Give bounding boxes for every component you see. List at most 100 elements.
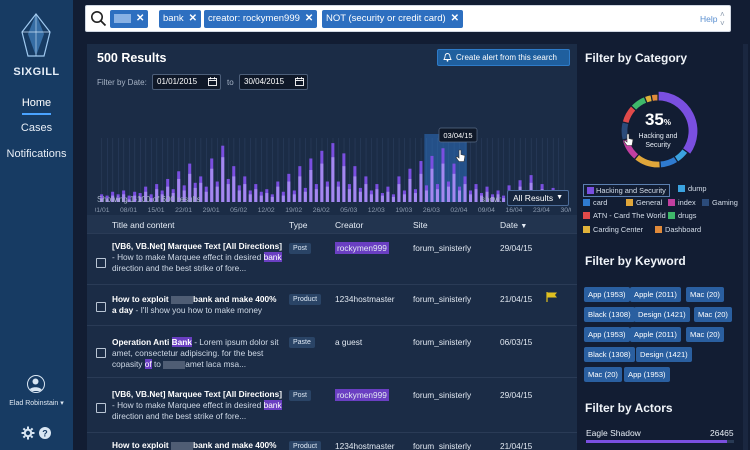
histogram-bar-secondary[interactable] bbox=[254, 189, 258, 202]
chip-remove-icon[interactable]: ✕ bbox=[450, 13, 460, 24]
histogram-bar-secondary[interactable] bbox=[424, 190, 428, 202]
histogram-bar-secondary[interactable] bbox=[391, 196, 395, 202]
date-to-input[interactable]: 30/04/2015 bbox=[239, 74, 308, 90]
calendar-icon[interactable] bbox=[208, 77, 217, 86]
histogram-bar-secondary[interactable] bbox=[452, 173, 456, 202]
row-title[interactable]: Operation Anti bbox=[112, 337, 172, 347]
histogram-bar-secondary[interactable] bbox=[435, 189, 439, 202]
row-content[interactable]: How to exploit bank and make 400% a bbox=[112, 440, 282, 450]
legend-item[interactable]: index bbox=[668, 198, 696, 207]
histogram-bar-secondary[interactable] bbox=[491, 196, 495, 202]
histogram-bar-secondary[interactable] bbox=[193, 187, 197, 202]
help-circle-icon[interactable]: ? bbox=[38, 426, 52, 440]
histogram-bar-secondary[interactable] bbox=[100, 198, 104, 202]
histogram-bar-secondary[interactable] bbox=[364, 184, 368, 202]
legend-item[interactable]: Dashboard bbox=[655, 225, 701, 234]
row-content[interactable]: [VB6, VB.Net] Marquee Text [All Directio… bbox=[112, 241, 282, 274]
actor-name[interactable]: Eagle Shadow bbox=[586, 428, 641, 438]
histogram-bar-secondary[interactable] bbox=[199, 182, 203, 202]
histogram-bar-secondary[interactable] bbox=[397, 184, 401, 202]
row-title[interactable]: How to exploit bbox=[112, 440, 171, 450]
histogram-bar-secondary[interactable] bbox=[298, 176, 302, 202]
keyword-chip[interactable]: Design (1421) bbox=[636, 347, 692, 362]
histogram-bar-secondary[interactable] bbox=[375, 189, 379, 202]
legend-item[interactable]: dump bbox=[678, 184, 707, 193]
search-chip-creator[interactable]: creator: rockymen999 ✕ bbox=[204, 10, 318, 28]
search-chip-bank[interactable]: bank ✕ bbox=[159, 10, 201, 28]
row-title[interactable]: How to exploit bbox=[112, 294, 171, 304]
donut-segment[interactable] bbox=[633, 153, 661, 169]
histogram-bar-secondary[interactable] bbox=[237, 190, 241, 202]
legend-item[interactable]: General bbox=[626, 198, 662, 207]
row-content[interactable]: [VB6, VB.Net] Marquee Text [All Directio… bbox=[112, 389, 282, 422]
col-date[interactable]: Date ▼ bbox=[500, 220, 527, 230]
histogram-bar-secondary[interactable] bbox=[502, 198, 506, 202]
histogram-bar-secondary[interactable] bbox=[386, 191, 390, 202]
histogram-bar[interactable] bbox=[127, 195, 131, 202]
histogram-bar-secondary[interactable] bbox=[485, 191, 489, 202]
keyword-chip[interactable]: Mac (20) bbox=[584, 367, 622, 382]
keyword-chip[interactable]: Mac (20) bbox=[686, 287, 724, 302]
histogram-bar-secondary[interactable] bbox=[430, 168, 434, 202]
histogram-bar-secondary[interactable] bbox=[292, 194, 296, 202]
histogram-bar-secondary[interactable] bbox=[210, 168, 214, 202]
row-creator[interactable]: rockymen999 bbox=[335, 389, 389, 401]
histogram-bar-secondary[interactable] bbox=[226, 184, 230, 202]
histogram-bar-secondary[interactable] bbox=[281, 195, 285, 202]
histogram-bar-secondary[interactable] bbox=[441, 163, 445, 202]
histogram-bar-secondary[interactable] bbox=[474, 189, 478, 202]
donut-segment[interactable] bbox=[657, 90, 699, 156]
create-alert-button[interactable]: Create alert from this search bbox=[437, 49, 570, 66]
histogram-bar-secondary[interactable] bbox=[342, 166, 346, 202]
table-row[interactable]: [VB6, VB.Net] Marquee Text [All Directio… bbox=[87, 377, 577, 432]
chip-remove-icon[interactable]: ✕ bbox=[304, 13, 314, 24]
histogram-bar-secondary[interactable] bbox=[248, 194, 252, 202]
col-creator[interactable]: Creator bbox=[335, 220, 364, 230]
keyword-chip[interactable]: Apple (2011) bbox=[630, 287, 681, 302]
histogram-bar-secondary[interactable] bbox=[232, 176, 236, 202]
keyword-chip[interactable]: App (1953) bbox=[624, 367, 670, 382]
histogram-bar-secondary[interactable] bbox=[353, 176, 357, 202]
legend-item[interactable]: drugs bbox=[668, 211, 697, 220]
legend-item[interactable]: Gaming bbox=[702, 198, 738, 207]
histogram-bar-secondary[interactable] bbox=[463, 184, 467, 202]
legend-item[interactable]: card bbox=[583, 198, 607, 207]
nav-home[interactable]: Home bbox=[21, 97, 52, 109]
histogram-bar-secondary[interactable] bbox=[215, 186, 219, 202]
legend-item[interactable]: Hacking and Security bbox=[583, 184, 670, 197]
histogram-bar-secondary[interactable] bbox=[160, 194, 164, 202]
gear-icon[interactable] bbox=[21, 426, 35, 440]
help-link[interactable]: Help bbox=[700, 14, 718, 24]
histogram-bar-secondary[interactable] bbox=[270, 196, 274, 202]
user-menu[interactable]: Elad Robinstain ▾ bbox=[0, 399, 73, 407]
calendar-icon[interactable] bbox=[295, 77, 304, 86]
histogram-bar-secondary[interactable] bbox=[320, 163, 324, 202]
donut-segment[interactable] bbox=[659, 155, 679, 169]
histogram-bar-secondary[interactable] bbox=[188, 173, 192, 202]
histogram-bar-secondary[interactable] bbox=[314, 189, 318, 202]
keyword-chip[interactable]: Design (1421) bbox=[634, 307, 690, 322]
row-creator[interactable]: 1234hostmaster bbox=[335, 441, 395, 450]
histogram-bar-secondary[interactable] bbox=[265, 193, 269, 202]
row-checkbox[interactable] bbox=[96, 348, 106, 358]
histogram-bar-secondary[interactable] bbox=[149, 198, 153, 202]
histogram-bar-secondary[interactable] bbox=[402, 194, 406, 202]
histogram-bar-secondary[interactable] bbox=[116, 198, 120, 202]
histogram-bar-secondary[interactable] bbox=[155, 189, 159, 202]
histogram-bar-secondary[interactable] bbox=[358, 191, 362, 202]
user-avatar-icon[interactable] bbox=[27, 375, 45, 393]
col-title[interactable]: Title and content bbox=[112, 220, 175, 230]
legend-item[interactable]: Carding Center bbox=[583, 225, 643, 234]
keyword-chip[interactable]: Mac (20) bbox=[686, 327, 724, 342]
histogram-bar-secondary[interactable] bbox=[331, 157, 335, 202]
histogram-bar-secondary[interactable] bbox=[380, 195, 384, 202]
legend-item[interactable]: ATN - Card The World bbox=[583, 211, 666, 220]
histogram-bar-secondary[interactable] bbox=[413, 193, 417, 202]
category-donut-chart[interactable]: 35% Hacking and Security bbox=[615, 88, 701, 174]
keyword-chip[interactable]: Apple (2011) bbox=[630, 327, 681, 342]
histogram-bar-secondary[interactable] bbox=[166, 186, 170, 202]
row-content[interactable]: Operation Anti Bank - Lorem ipsum dolor … bbox=[112, 337, 282, 370]
histogram-bar-secondary[interactable] bbox=[408, 178, 412, 202]
histogram-bar-secondary[interactable] bbox=[309, 170, 313, 202]
table-row[interactable]: [VB6, VB.Net] Marquee Text [All Directio… bbox=[87, 233, 577, 284]
